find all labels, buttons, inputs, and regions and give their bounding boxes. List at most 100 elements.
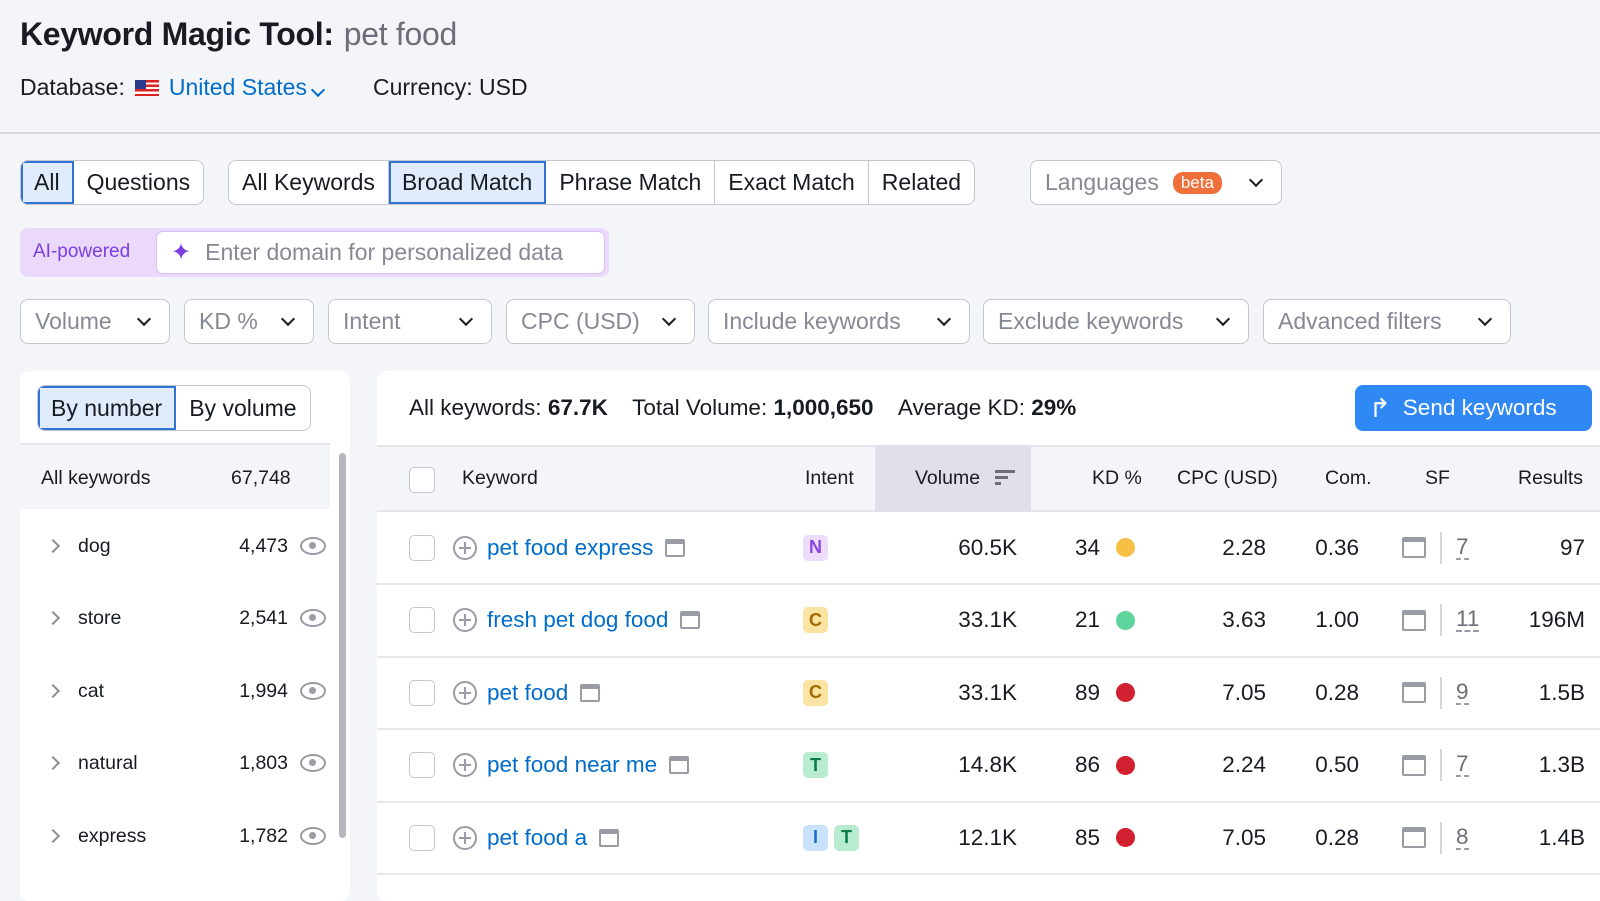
column-intent[interactable]: Intent xyxy=(805,467,854,489)
keyword-link[interactable]: pet food xyxy=(487,679,569,705)
tab-all[interactable]: All xyxy=(21,161,74,204)
filter-kd[interactable]: KD % xyxy=(184,299,314,344)
row-checkbox[interactable] xyxy=(409,824,435,851)
serp-preview-icon[interactable] xyxy=(669,756,690,774)
sf-count[interactable]: 11 xyxy=(1456,606,1480,632)
results-value: 1.3B xyxy=(1538,752,1585,777)
add-to-list-icon[interactable] xyxy=(453,680,477,705)
group-item[interactable]: natural 1,803 xyxy=(20,727,330,799)
serp-features-icon[interactable] xyxy=(1402,682,1426,703)
group-item[interactable]: dog 4,473 xyxy=(20,510,330,582)
sf-count[interactable]: 9 xyxy=(1456,678,1469,705)
tab-all-keywords[interactable]: All Keywords xyxy=(229,161,389,204)
domain-placeholder: Enter domain for personalized data xyxy=(205,239,564,265)
beta-badge: beta xyxy=(1172,171,1222,194)
filter-label: Volume xyxy=(35,308,112,334)
chevron-down-icon xyxy=(136,311,152,327)
chevron-right-icon[interactable] xyxy=(45,755,61,771)
chevron-right-icon[interactable] xyxy=(45,828,61,844)
row-checkbox[interactable] xyxy=(409,534,435,561)
add-to-list-icon[interactable] xyxy=(453,753,477,777)
by-volume-button[interactable]: By volume xyxy=(189,394,297,421)
column-sf[interactable]: SF xyxy=(1425,467,1450,489)
row-checkbox[interactable] xyxy=(409,752,435,778)
kd-cell: 34 xyxy=(1075,535,1135,561)
filter-exclude-keywords[interactable]: Exclude keywords xyxy=(983,299,1249,344)
tab-phrase-match[interactable]: Phrase Match xyxy=(546,161,716,204)
select-all-checkbox[interactable] xyxy=(409,467,435,493)
serp-features-icon[interactable] xyxy=(1402,609,1426,631)
cpc-value: 3.63 xyxy=(1222,607,1266,632)
group-item[interactable]: cat 1,994 xyxy=(20,655,330,727)
kd-indicator xyxy=(1116,828,1135,847)
eye-icon[interactable] xyxy=(300,537,326,555)
row-checkbox[interactable] xyxy=(409,607,435,633)
languages-dropdown[interactable]: Languages beta xyxy=(1030,160,1282,205)
column-volume[interactable]: Volume xyxy=(915,467,981,489)
serp-preview-icon[interactable] xyxy=(680,611,701,629)
serp-features-icon[interactable] xyxy=(1402,537,1426,558)
eye-icon[interactable] xyxy=(300,827,326,845)
column-com[interactable]: Com. xyxy=(1325,467,1372,489)
tab-related[interactable]: Related xyxy=(881,169,962,195)
row-checkbox[interactable] xyxy=(409,679,435,706)
database-label: Database: xyxy=(20,74,125,100)
all-keywords-row[interactable]: All keywords 67,748 xyxy=(20,443,330,509)
chevron-right-icon[interactable] xyxy=(45,538,61,554)
divider xyxy=(1440,821,1442,854)
filter-volume[interactable]: Volume xyxy=(20,299,170,344)
keyword-link[interactable]: pet food a xyxy=(487,824,588,850)
keyword-cell: pet food near me xyxy=(453,752,690,778)
keyword-link[interactable]: fresh pet dog food xyxy=(487,607,669,632)
group-count: 1,782 xyxy=(239,824,288,847)
column-keyword[interactable]: Keyword xyxy=(462,467,538,489)
group-count: 2,541 xyxy=(239,606,288,629)
serp-preview-icon[interactable] xyxy=(599,828,620,847)
filter-include-keywords[interactable]: Include keywords xyxy=(708,299,970,344)
filter-cpc[interactable]: CPC (USD) xyxy=(506,299,695,344)
tab-questions[interactable]: Questions xyxy=(86,169,191,195)
filter-advanced[interactable]: Advanced filters xyxy=(1263,299,1511,344)
kd-value: 89 xyxy=(1074,679,1100,705)
group-item[interactable]: store 2,541 xyxy=(20,582,330,654)
sf-count[interactable]: 7 xyxy=(1456,533,1469,560)
filter-label: Include keywords xyxy=(723,308,901,334)
serp-features-icon[interactable] xyxy=(1402,827,1426,848)
sf-count[interactable]: 7 xyxy=(1456,751,1469,777)
domain-input[interactable]: ✦ Enter domain for personalized data xyxy=(156,231,605,274)
send-keywords-label: Send keywords xyxy=(1402,395,1557,420)
add-to-list-icon[interactable] xyxy=(453,608,477,632)
group-item[interactable]: express 1,782 xyxy=(20,800,330,872)
chevron-right-icon[interactable] xyxy=(45,683,61,699)
filter-label: Advanced filters xyxy=(1278,308,1442,334)
filter-intent[interactable]: Intent xyxy=(328,299,492,344)
eye-icon[interactable] xyxy=(300,754,326,772)
add-to-list-icon[interactable] xyxy=(453,535,477,560)
column-kd[interactable]: KD % xyxy=(1092,467,1142,489)
intent-cell: N xyxy=(803,534,834,561)
keyword-link[interactable]: pet food express xyxy=(487,534,654,560)
tab-broad-match[interactable]: Broad Match xyxy=(388,161,547,204)
results-value: 97 xyxy=(1559,534,1585,560)
eye-icon[interactable] xyxy=(300,609,326,627)
scrollbar[interactable] xyxy=(339,453,346,838)
serp-preview-icon[interactable] xyxy=(665,538,686,557)
serp-features-icon[interactable] xyxy=(1402,754,1426,776)
tab-exact-match[interactable]: Exact Match xyxy=(715,161,869,204)
chevron-down-icon xyxy=(458,311,474,327)
all-keywords-count: 67,748 xyxy=(231,467,291,489)
column-cpc[interactable]: CPC (USD) xyxy=(1177,467,1278,489)
sort-icon[interactable] xyxy=(995,470,1015,485)
results-value: 196M xyxy=(1528,607,1585,632)
serp-preview-icon[interactable] xyxy=(580,683,601,702)
sf-count[interactable]: 8 xyxy=(1456,823,1469,850)
by-number-button[interactable]: By number xyxy=(38,386,177,430)
database-select[interactable]: United States xyxy=(169,74,329,101)
add-to-list-icon[interactable] xyxy=(453,825,477,850)
keyword-cell: pet food xyxy=(453,679,601,706)
column-results[interactable]: Results xyxy=(1518,467,1584,489)
chevron-right-icon[interactable] xyxy=(45,610,61,626)
keyword-link[interactable]: pet food near me xyxy=(487,752,658,777)
send-keywords-button[interactable]: ↱ Send keywords xyxy=(1355,385,1592,431)
eye-icon[interactable] xyxy=(300,682,326,700)
